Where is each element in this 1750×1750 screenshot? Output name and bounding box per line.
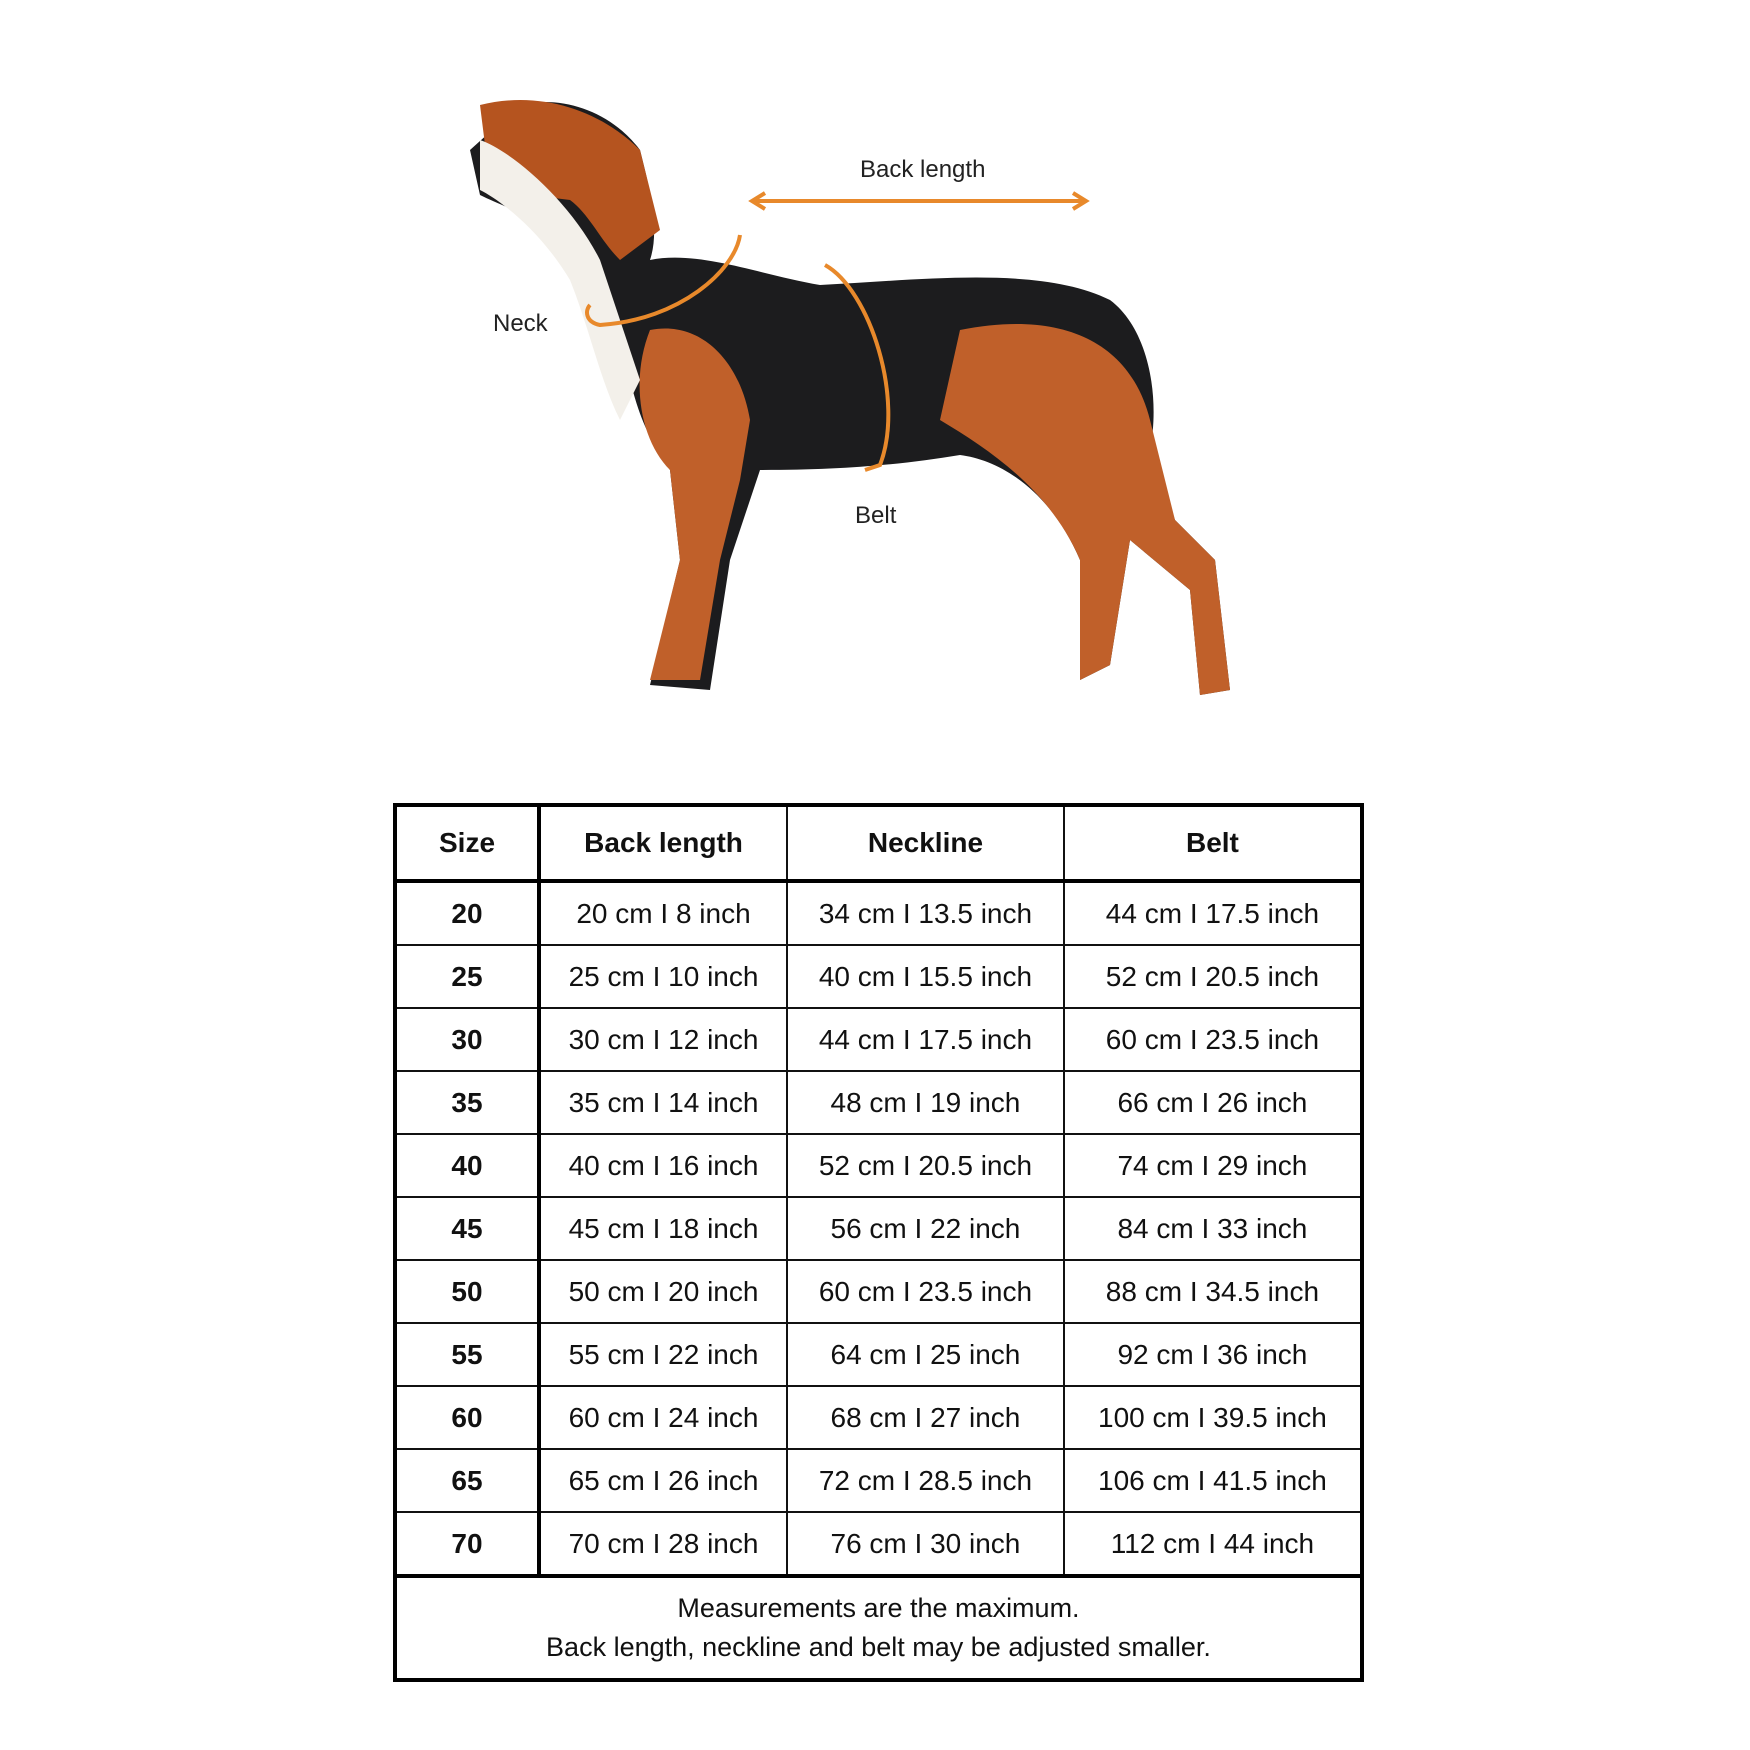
measurement-cell: 55 cm I 22 inch [537, 1322, 789, 1387]
size-cell: 60 [394, 1385, 541, 1450]
measurement-cell: 88 cm I 34.5 inch [1062, 1259, 1364, 1324]
measurement-cell: 92 cm I 36 inch [1062, 1322, 1364, 1387]
table-row: 45 45 cm I 18 inch 56 cm I 22 inch 84 cm I … [394, 1196, 1364, 1261]
table-footer-note: Measurements are the maximum. Back length… [394, 1575, 1363, 1681]
measurement-cell: 100 cm I 39.5 inch [1062, 1385, 1364, 1450]
measurement-cell: 50 cm I 20 inch [537, 1259, 789, 1324]
dog-measurement-illustration [470, 100, 1230, 695]
measurement-cell: 70 cm I 28 inch [537, 1511, 789, 1578]
measurement-cell: 76 cm I 30 inch [786, 1511, 1065, 1578]
measurement-cell: 106 cm I 41.5 inch [1062, 1448, 1364, 1513]
measurement-cell: 45 cm I 18 inch [537, 1196, 789, 1261]
size-chart-table: Size Back length Neckline Belt 20 20 cm I 8 … [393, 803, 1364, 1682]
measurement-cell: 66 cm I 26 inch [1062, 1070, 1364, 1135]
dog-image [470, 100, 1230, 695]
measurement-cell: 112 cm I 44 inch [1062, 1511, 1364, 1578]
size-cell: 70 [394, 1511, 541, 1578]
measurement-cell: 52 cm I 20.5 inch [786, 1133, 1065, 1198]
footer-line: Measurements are the maximum. [677, 1593, 1080, 1623]
measurement-cell: 84 cm I 33 inch [1062, 1196, 1364, 1261]
measurement-cell: 60 cm I 23.5 inch [1062, 1007, 1364, 1072]
neck-arrow [585, 234, 742, 328]
footer-line: Back length, neckline and belt may be ad… [546, 1632, 1211, 1662]
measurement-arrows [585, 191, 1090, 472]
size-cell: 25 [394, 944, 541, 1009]
measurement-cell: 72 cm I 28.5 inch [786, 1448, 1065, 1513]
measurement-cell: 30 cm I 12 inch [537, 1007, 789, 1072]
table-row: 50 50 cm I 20 inch 60 cm I 23.5 inch 88 cm … [394, 1259, 1364, 1324]
measurement-cell: 25 cm I 10 inch [537, 944, 789, 1009]
measurement-cell: 44 cm I 17.5 inch [1062, 880, 1364, 946]
size-cell: 20 [394, 880, 541, 946]
size-cell: 35 [394, 1070, 541, 1135]
measurement-cell: 74 cm I 29 inch [1062, 1133, 1364, 1198]
measurement-cell: 20 cm I 8 inch [537, 880, 789, 946]
measurement-cell: 52 cm I 20.5 inch [1062, 944, 1364, 1009]
belt-arrow [824, 263, 891, 472]
column-header: Size [394, 804, 541, 883]
size-cell: 65 [394, 1448, 541, 1513]
measurement-cell: 35 cm I 14 inch [537, 1070, 789, 1135]
neck-label: Neck [493, 310, 548, 337]
back-length-label: Back length [860, 156, 986, 183]
measurement-cell: 40 cm I 15.5 inch [786, 944, 1065, 1009]
measurement-cell: 34 cm I 13.5 inch [786, 880, 1065, 946]
belt-label: Belt [855, 502, 897, 529]
table-row: 20 20 cm I 8 inch 34 cm I 13.5 inch 44 cm I… [394, 880, 1364, 946]
table-row: 35 35 cm I 14 inch 48 cm I 19 inch 66 cm I … [394, 1070, 1364, 1135]
table-row: 25 25 cm I 10 inch 40 cm I 15.5 inch 52 cm … [394, 944, 1364, 1009]
table-header-row: Size Back length Neckline Belt [394, 804, 1364, 883]
measurement-cell: 44 cm I 17.5 inch [786, 1007, 1065, 1072]
measurement-cell: 48 cm I 19 inch [786, 1070, 1065, 1135]
table-row: 60 60 cm I 24 inch 68 cm I 27 inch 100 cm I… [394, 1385, 1364, 1450]
measurement-cell: 64 cm I 25 inch [786, 1322, 1065, 1387]
size-cell: 40 [394, 1133, 541, 1198]
column-header: Back length [537, 804, 789, 883]
measurement-cell: 60 cm I 23.5 inch [786, 1259, 1065, 1324]
measurement-cell: 68 cm I 27 inch [786, 1385, 1065, 1450]
table-row: 30 30 cm I 12 inch 44 cm I 17.5 inch 60 cm … [394, 1007, 1364, 1072]
column-header: Belt [1062, 804, 1364, 883]
size-cell: 30 [394, 1007, 541, 1072]
column-header: Neckline [786, 804, 1065, 883]
measurement-cell: 40 cm I 16 inch [537, 1133, 789, 1198]
measurement-cell: 65 cm I 26 inch [537, 1448, 789, 1513]
table-row: 65 65 cm I 26 inch 72 cm I 28.5 inch 106 cm… [394, 1448, 1364, 1513]
size-cell: 45 [394, 1196, 541, 1261]
size-cell: 50 [394, 1259, 541, 1324]
size-cell: 55 [394, 1322, 541, 1387]
table-row: 70 70 cm I 28 inch 76 cm I 30 inch 112 cm I… [394, 1511, 1364, 1578]
measurement-cell: 56 cm I 22 inch [786, 1196, 1065, 1261]
table-row: 40 40 cm I 16 inch 52 cm I 20.5 inch 74 cm … [394, 1133, 1364, 1198]
measurement-cell: 60 cm I 24 inch [537, 1385, 789, 1450]
table-row: 55 55 cm I 22 inch 64 cm I 25 inch 92 cm I … [394, 1322, 1364, 1387]
